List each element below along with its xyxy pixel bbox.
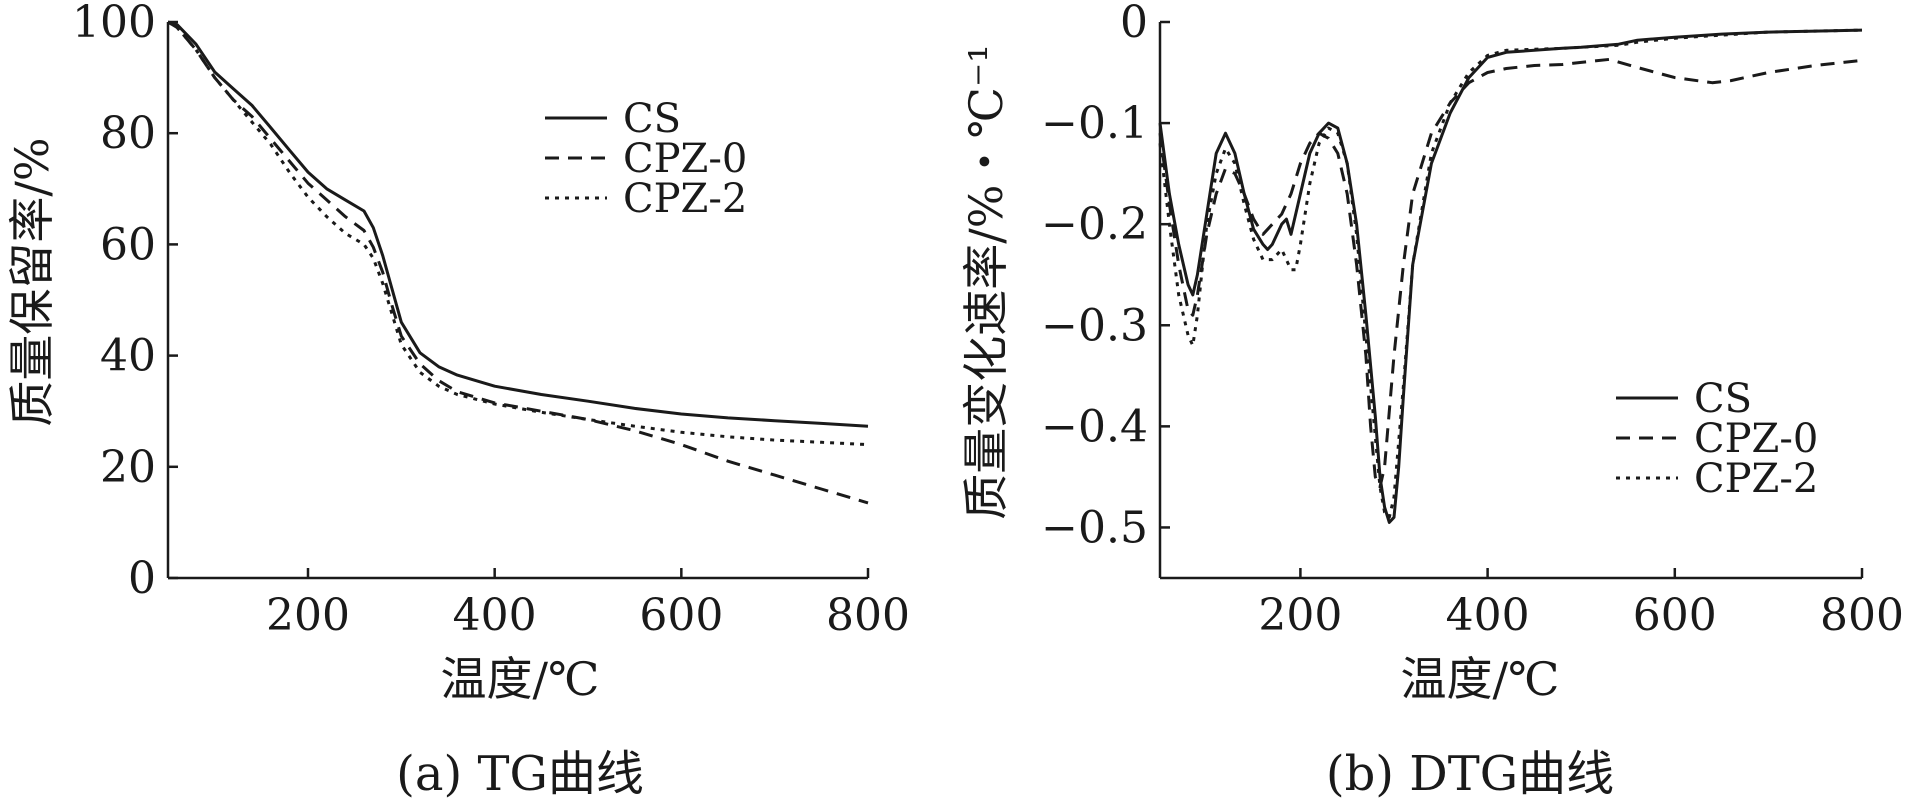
tg-x-tick-label: 800 xyxy=(826,590,910,641)
tg-x-tick-label: 200 xyxy=(266,590,350,641)
tg-x-tick-label: 600 xyxy=(639,590,723,641)
dtg-y-tick-label: 0 xyxy=(1120,0,1148,48)
dtg-caption: (b) DTG曲线 xyxy=(1326,746,1614,802)
tg-y-tick-label: 80 xyxy=(100,108,156,159)
tg-series-group xyxy=(167,20,869,505)
tg-series-cpz-2 xyxy=(167,20,869,447)
tg-y-tick-label: 20 xyxy=(100,442,156,493)
tg-caption: (a) TG曲线 xyxy=(396,746,644,802)
tg-legend-label-cpz-0: CPZ-0 xyxy=(623,136,747,182)
dtg-x-axis-label: 温度/℃ xyxy=(1401,652,1560,706)
tg-series-cpz-0 xyxy=(167,20,869,505)
dtg-legend-label-cpz-0: CPZ-0 xyxy=(1694,416,1818,462)
tg-x-axis-label: 温度/℃ xyxy=(441,652,600,706)
tg-y-tick-label: 100 xyxy=(72,0,156,48)
dtg-x-tick-label: 600 xyxy=(1633,590,1717,641)
dtg-series-cs xyxy=(1158,28,1863,524)
tg-legend-label-cpz-2: CPZ-2 xyxy=(623,176,747,222)
tg-y-tick-label: 40 xyxy=(100,331,156,382)
tg-y-tick-label: 0 xyxy=(128,553,156,604)
dtg-y-tick-label: −0.5 xyxy=(1041,502,1148,553)
dtg-y-tick-label: −0.3 xyxy=(1041,300,1148,351)
dtg-y-tick-label: −0.2 xyxy=(1041,199,1148,250)
dtg-x-tick-label: 400 xyxy=(1446,590,1530,641)
tg-axes: 200 400 600 800 0 20 40 60 80 100 xyxy=(72,0,910,641)
tg-legend-label-cs: CS xyxy=(623,96,681,142)
dtg-x-tick-label: 800 xyxy=(1820,590,1904,641)
dtg-series-cpz-0 xyxy=(1158,57,1863,489)
dtg-axes: 200 400 600 800 0 −0.1 −0.2 −0.3 −0.4 −0.5 xyxy=(1041,0,1904,641)
tg-series-cs xyxy=(167,20,869,428)
dtg-y-tick-label: −0.4 xyxy=(1041,401,1148,452)
dtg-series-group xyxy=(1158,28,1863,524)
dtg-legend-label-cs: CS xyxy=(1694,376,1752,422)
tg-y-tick-label: 60 xyxy=(100,219,156,270)
dtg-legend-label-cpz-2: CPZ-2 xyxy=(1694,456,1818,502)
tg-y-axis-label: 质量保留率/% xyxy=(5,137,59,426)
tg-x-tick-label: 400 xyxy=(453,590,537,641)
dtg-y-tick-label: −0.1 xyxy=(1041,98,1148,149)
dtg-y-axis-label: 质量变化速率/%・℃⁻¹ xyxy=(959,44,1013,519)
dtg-x-tick-label: 200 xyxy=(1258,590,1342,641)
